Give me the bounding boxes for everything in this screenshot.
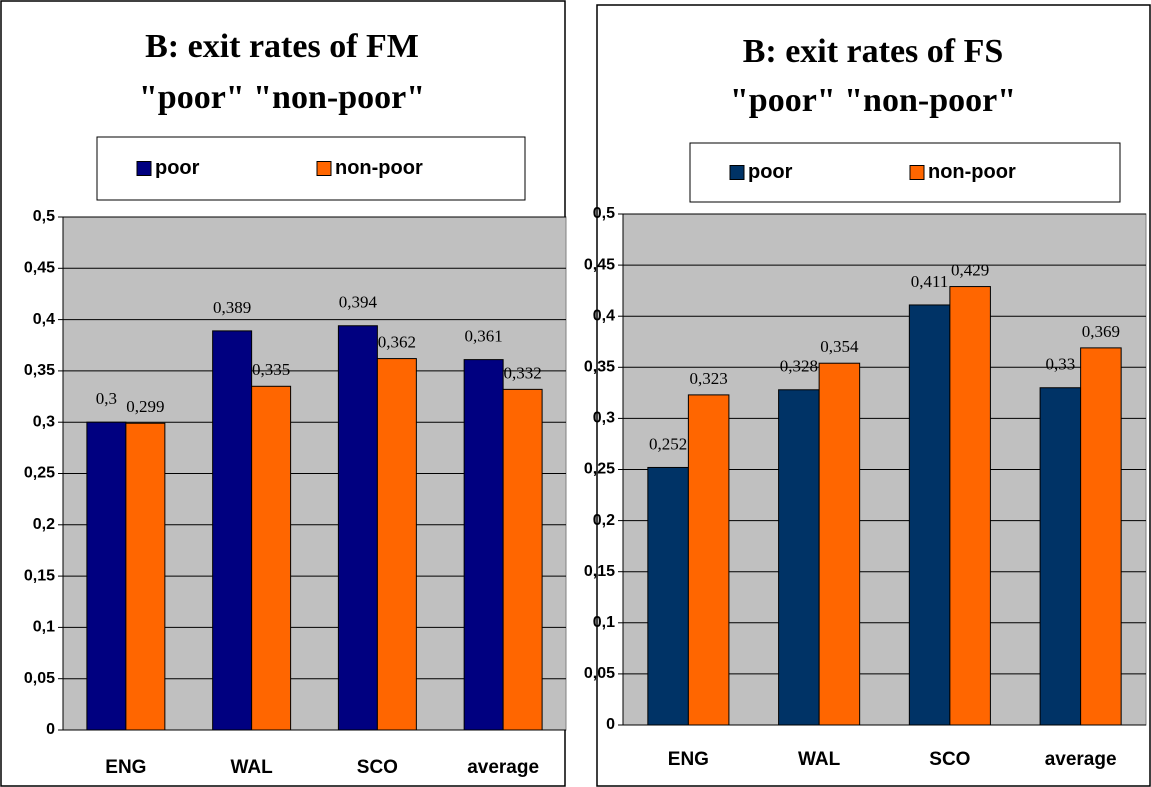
bar	[647, 466, 689, 726]
value-label: 0,369	[1082, 322, 1120, 341]
chart-title: B: exit rates of FS	[743, 33, 1004, 70]
value-label: 0,429	[951, 260, 989, 279]
value-label: 0,328	[780, 357, 818, 376]
value-label: 0,354	[820, 337, 859, 356]
bar	[908, 304, 951, 726]
chart-subtitle: "poor" "non-poor"	[730, 82, 1016, 119]
y-tick-label: 0,15	[584, 563, 615, 580]
legend-box	[689, 142, 1121, 203]
y-tick-label: 0,05	[24, 670, 55, 687]
y-tick-label: 0,15	[24, 567, 55, 584]
bar	[463, 359, 504, 731]
y-tick-label: 0,35	[24, 362, 55, 379]
y-tick-label: 0,2	[593, 512, 615, 529]
bar	[337, 325, 378, 731]
x-tick-label: average	[467, 757, 539, 778]
chart-title: B: exit rates of FM	[145, 28, 419, 65]
value-label: 0,389	[213, 298, 251, 317]
value-label: 0,323	[690, 369, 728, 388]
bar	[818, 362, 861, 726]
bar	[212, 330, 253, 731]
value-label: 0,33	[1045, 355, 1075, 374]
legend-label: non-poor	[335, 157, 423, 179]
legend-label: poor	[155, 157, 200, 179]
value-label: 0,252	[649, 434, 687, 453]
x-tick-label: SCO	[357, 757, 398, 778]
y-tick-label: 0,1	[33, 619, 55, 636]
y-tick-label: 0,45	[584, 256, 615, 273]
y-tick-label: 0	[46, 721, 55, 738]
y-tick-label: 0,2	[33, 516, 55, 533]
bar	[1039, 387, 1082, 726]
x-tick-label: WAL	[231, 757, 274, 778]
y-tick-label: 0,05	[584, 665, 615, 682]
y-tick-label: 0,1	[593, 614, 615, 631]
y-tick-label: 0,25	[24, 465, 55, 482]
y-tick-label: 0,4	[593, 307, 615, 324]
chart-subtitle: "poor" "non-poor"	[139, 79, 425, 116]
legend-swatch	[909, 165, 925, 180]
x-tick-label: ENG	[668, 749, 709, 770]
x-tick-label: ENG	[105, 757, 146, 778]
legend-swatch	[316, 161, 332, 176]
bar	[86, 421, 127, 731]
y-tick-label: 0,3	[593, 410, 615, 427]
legend-swatch	[136, 161, 152, 176]
value-label: 0,361	[465, 327, 503, 346]
bar	[125, 422, 166, 731]
x-tick-label: SCO	[929, 749, 970, 770]
bar	[778, 389, 820, 726]
x-tick-label: WAL	[798, 749, 841, 770]
value-label: 0,332	[503, 363, 541, 382]
value-label: 0,3	[96, 389, 117, 408]
y-tick-label: 0,3	[33, 413, 55, 430]
legend-box	[96, 136, 526, 201]
x-tick-label: average	[1045, 749, 1117, 770]
bar	[1080, 347, 1122, 726]
y-tick-label: 0,25	[584, 461, 615, 478]
legend-label: non-poor	[928, 161, 1016, 183]
y-tick-label: 0,5	[33, 208, 55, 225]
y-tick-label: 0,35	[584, 359, 615, 376]
y-tick-label: 0,45	[24, 260, 55, 277]
y-tick-label: 0,5	[593, 205, 615, 222]
value-label: 0,411	[911, 272, 949, 291]
bar	[376, 358, 417, 731]
legend-swatch	[729, 165, 745, 180]
bar	[502, 388, 543, 731]
y-tick-label: 0,4	[33, 311, 55, 328]
value-label: 0,335	[252, 360, 290, 379]
value-label: 0,394	[339, 293, 378, 312]
legend-label: poor	[748, 161, 793, 183]
bar	[949, 286, 991, 726]
bar	[687, 394, 730, 726]
value-label: 0,362	[378, 332, 416, 351]
y-tick-label: 0	[606, 716, 615, 733]
bar	[251, 385, 292, 731]
value-label: 0,299	[126, 397, 164, 416]
